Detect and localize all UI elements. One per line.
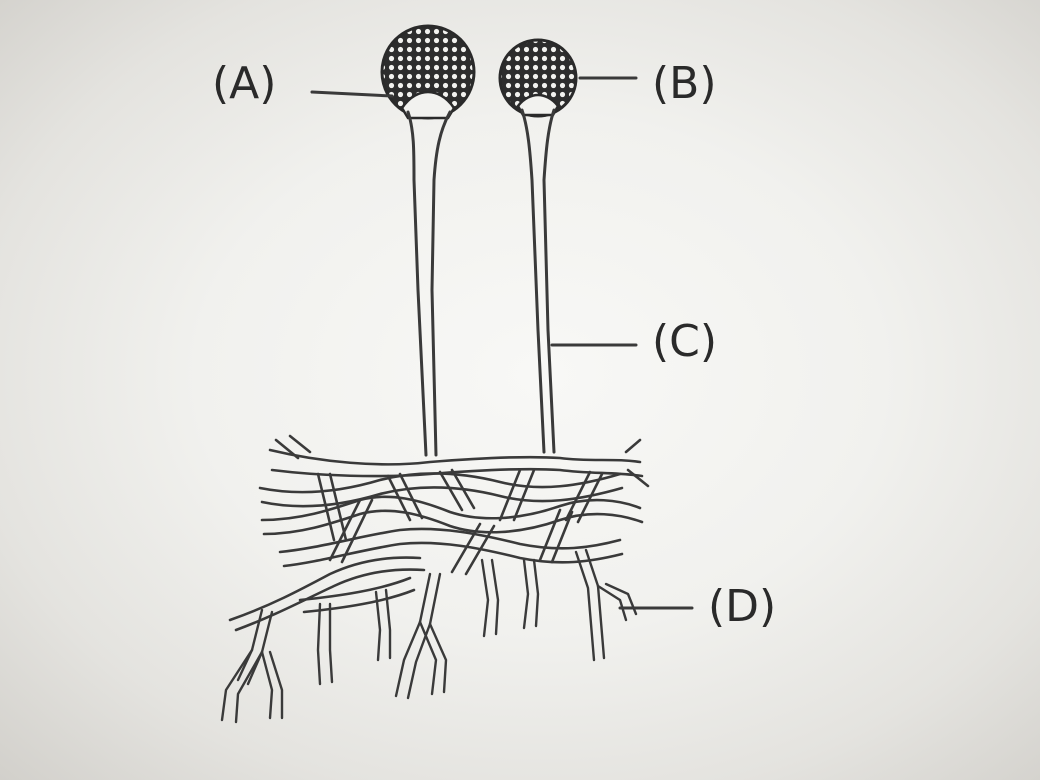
sporangium-left [380,24,476,120]
sporangiophore-right [520,108,556,454]
sporangium-right [498,38,578,118]
columella-left [400,90,456,120]
leader-lines [310,76,694,610]
sporangiophore-left [406,110,452,457]
columella-right [516,93,560,117]
label-b: (B) [652,58,717,109]
label-d: (D) [708,581,777,632]
label-c: (C) [652,316,718,367]
leader-line-a [310,90,394,98]
rhizoids [220,548,638,724]
mycelium-network [228,434,650,632]
label-a: (A) [212,58,277,109]
